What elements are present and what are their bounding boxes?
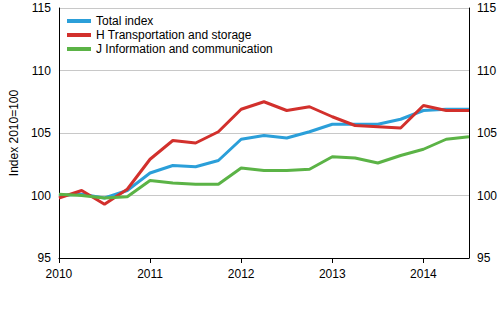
svg-text:110: 110 [477, 64, 496, 78]
svg-text:105: 105 [477, 126, 497, 140]
svg-text:2010: 2010 [46, 267, 73, 281]
svg-text:115: 115 [32, 1, 51, 15]
svg-text:110: 110 [32, 64, 51, 78]
svg-text:J Information and communicatio: J Information and communication [96, 42, 273, 56]
svg-text:2012: 2012 [228, 267, 255, 281]
svg-text:100: 100 [477, 189, 497, 203]
svg-text:2011: 2011 [137, 267, 163, 281]
svg-text:105: 105 [31, 126, 51, 140]
svg-text:100: 100 [31, 189, 51, 203]
svg-text:Total index: Total index [96, 14, 153, 28]
svg-text:H Transportation and storage: H Transportation and storage [96, 28, 252, 42]
svg-text:95: 95 [477, 251, 491, 265]
svg-text:2013: 2013 [319, 267, 346, 281]
svg-text:Index 2010=100: Index 2010=100 [7, 89, 21, 176]
svg-text:2014: 2014 [410, 267, 437, 281]
svg-text:95: 95 [38, 251, 52, 265]
svg-text:115: 115 [477, 1, 496, 15]
